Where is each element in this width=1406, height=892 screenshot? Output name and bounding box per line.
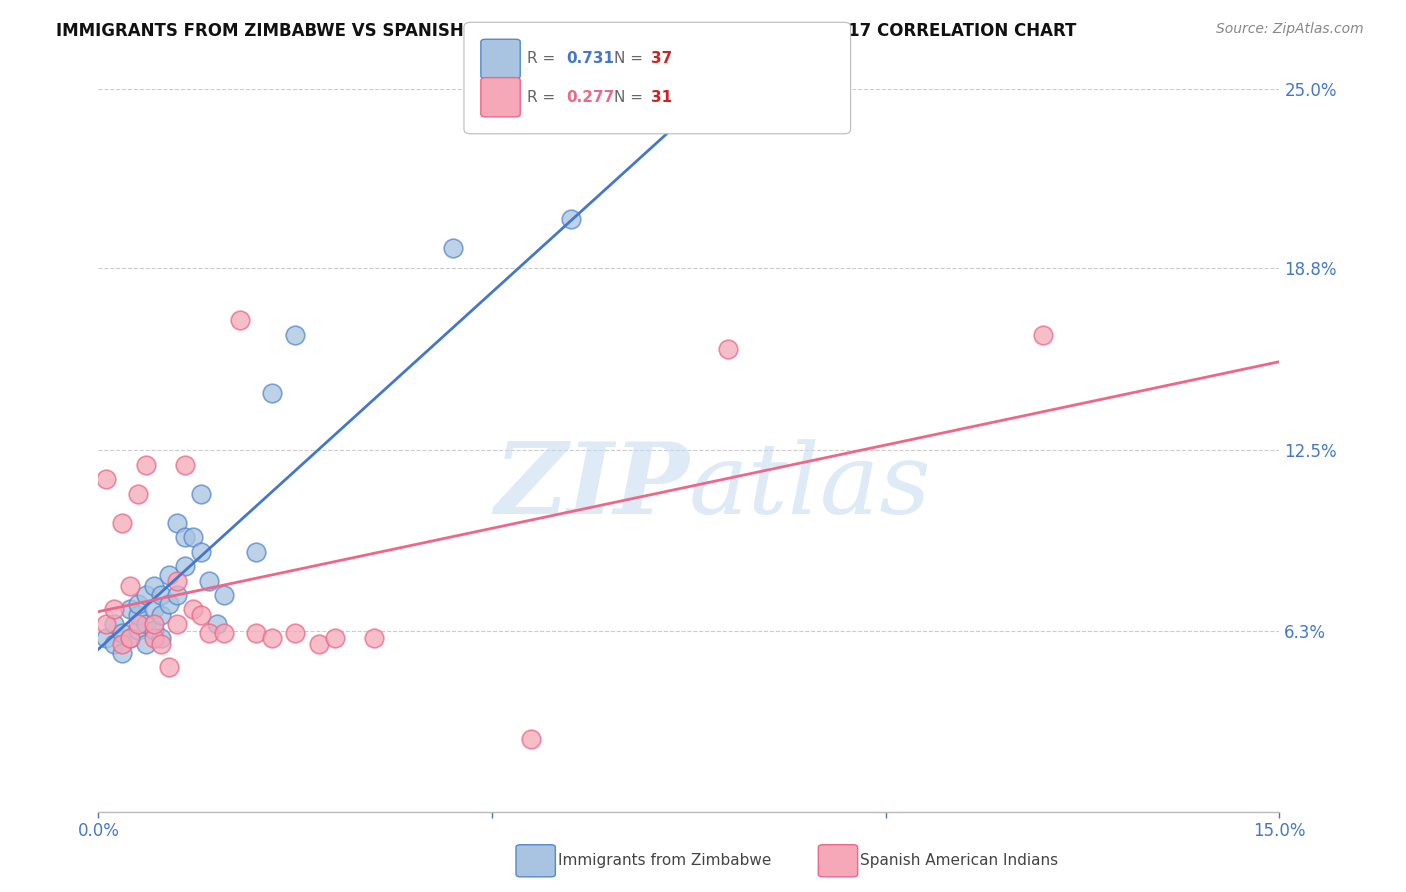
Point xyxy=(166,588,188,602)
Point xyxy=(135,637,157,651)
Point xyxy=(166,516,188,530)
Point xyxy=(1032,327,1054,342)
Point xyxy=(142,632,165,646)
Point xyxy=(142,579,165,593)
Point xyxy=(142,623,165,637)
Point xyxy=(190,487,212,501)
Point xyxy=(441,241,464,255)
Point xyxy=(284,327,307,342)
Text: 0.731: 0.731 xyxy=(567,52,614,66)
Text: IMMIGRANTS FROM ZIMBABWE VS SPANISH AMERICAN INDIAN DISABILITY AGE 5 TO 17 CORRE: IMMIGRANTS FROM ZIMBABWE VS SPANISH AMER… xyxy=(56,22,1077,40)
Point xyxy=(111,625,134,640)
Point xyxy=(142,616,165,631)
Point xyxy=(181,530,204,544)
Point xyxy=(118,602,141,616)
Point xyxy=(190,608,212,623)
Text: Immigrants from Zimbabwe: Immigrants from Zimbabwe xyxy=(558,854,772,868)
Point xyxy=(127,487,149,501)
Text: R =: R = xyxy=(527,52,561,66)
Point xyxy=(190,544,212,558)
Point xyxy=(150,608,173,623)
Point xyxy=(245,544,267,558)
Point xyxy=(150,632,173,646)
Point xyxy=(103,616,125,631)
Point xyxy=(181,602,204,616)
Point xyxy=(197,574,219,588)
Text: N =: N = xyxy=(614,52,648,66)
Point xyxy=(174,530,197,544)
Text: 37: 37 xyxy=(651,52,672,66)
Point xyxy=(103,637,125,651)
Point xyxy=(205,616,228,631)
Point xyxy=(214,625,236,640)
Point xyxy=(756,111,779,125)
Point xyxy=(135,588,157,602)
Point xyxy=(308,637,330,651)
Point xyxy=(111,516,134,530)
Point xyxy=(284,625,307,640)
Point xyxy=(127,608,149,623)
Point xyxy=(157,597,180,611)
Point xyxy=(363,632,385,646)
Point xyxy=(150,637,173,651)
Point xyxy=(520,732,543,747)
Point xyxy=(174,458,197,472)
Point xyxy=(157,567,180,582)
Point xyxy=(127,616,149,631)
Point xyxy=(214,588,236,602)
Point xyxy=(197,625,219,640)
Point xyxy=(174,559,197,574)
Point xyxy=(111,646,134,660)
Text: atlas: atlas xyxy=(689,439,932,534)
Point xyxy=(245,625,267,640)
Point xyxy=(118,632,141,646)
Point xyxy=(127,597,149,611)
Point xyxy=(560,212,582,227)
Point xyxy=(96,632,118,646)
Text: Spanish American Indians: Spanish American Indians xyxy=(860,854,1059,868)
Point xyxy=(229,313,252,327)
Point xyxy=(166,616,188,631)
Point xyxy=(166,574,188,588)
Point xyxy=(157,660,180,674)
Point xyxy=(103,602,125,616)
Text: 31: 31 xyxy=(651,90,672,104)
Point xyxy=(135,616,157,631)
Point xyxy=(323,632,346,646)
Point xyxy=(150,588,173,602)
Point xyxy=(260,632,283,646)
Point xyxy=(717,343,740,357)
Text: N =: N = xyxy=(614,90,648,104)
Point xyxy=(118,632,141,646)
Point xyxy=(260,385,283,400)
Point xyxy=(111,637,134,651)
Point xyxy=(135,458,157,472)
Point xyxy=(127,623,149,637)
Text: R =: R = xyxy=(527,90,561,104)
Point xyxy=(96,616,118,631)
Text: Source: ZipAtlas.com: Source: ZipAtlas.com xyxy=(1216,22,1364,37)
Point xyxy=(96,472,118,486)
Text: 0.277: 0.277 xyxy=(567,90,614,104)
Point xyxy=(118,579,141,593)
Point xyxy=(142,602,165,616)
Text: ZIP: ZIP xyxy=(494,438,689,535)
